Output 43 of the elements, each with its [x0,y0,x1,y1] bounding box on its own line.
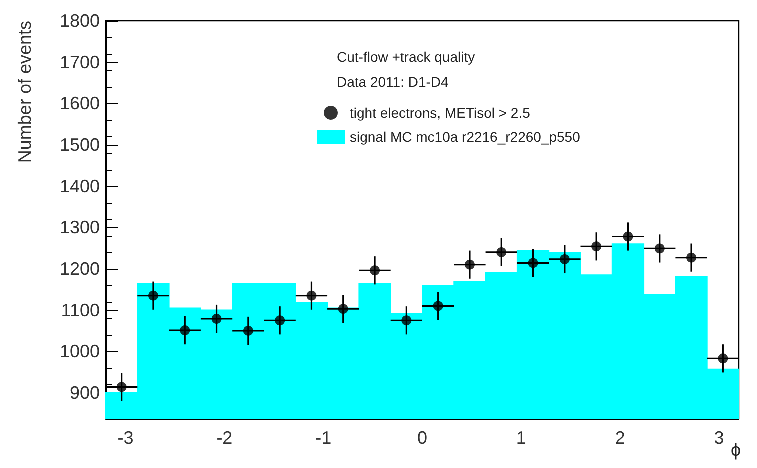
point [686,252,697,263]
y-axis-title: Number of events [15,21,35,164]
point [496,247,507,258]
x-tick-label: -1 [316,428,332,448]
point [433,301,444,312]
y-tick-label: 1400 [60,176,100,196]
point [592,242,602,252]
point [338,304,348,314]
x-tick-label: -2 [216,428,233,448]
annotation: Data 2011: D1-D4 [337,74,450,90]
legend-label: tight electrons, METisol > 2.5 [350,105,531,121]
y-tick-label: 1000 [60,342,100,362]
x-tick-label: 2 [615,428,626,448]
point [623,232,634,242]
x-tick-label: -3 [118,428,134,448]
y-tick-label: 900 [70,382,100,403]
point [116,382,127,392]
point [180,326,190,336]
point [464,260,475,270]
point [528,258,538,268]
point [243,326,254,336]
legend-label: signal MC mc10a r2216_r2260_p550 [350,129,581,145]
y-tick-label: 1800 [60,11,100,31]
x-axis-title: ϕ [731,440,742,460]
point [718,354,728,364]
x-tick-label: 1 [516,428,526,448]
point [212,314,222,324]
y-tick-label: 1500 [60,134,100,155]
y-tick-label: 1700 [60,52,100,72]
point [275,316,286,326]
y-tick-label: 1600 [60,94,100,114]
point [306,290,317,301]
point [654,244,665,254]
annotation: Cut-flow +track quality [337,49,476,65]
point [560,254,570,264]
y-tick-label: 1300 [60,218,100,238]
x-tick-label: 0 [417,428,428,448]
x-tick-label: 3 [714,428,724,448]
y-tick-label: 1200 [60,258,100,279]
point [402,316,412,326]
point [370,266,380,276]
point [148,290,158,301]
y-tick-label: 1100 [61,300,100,320]
